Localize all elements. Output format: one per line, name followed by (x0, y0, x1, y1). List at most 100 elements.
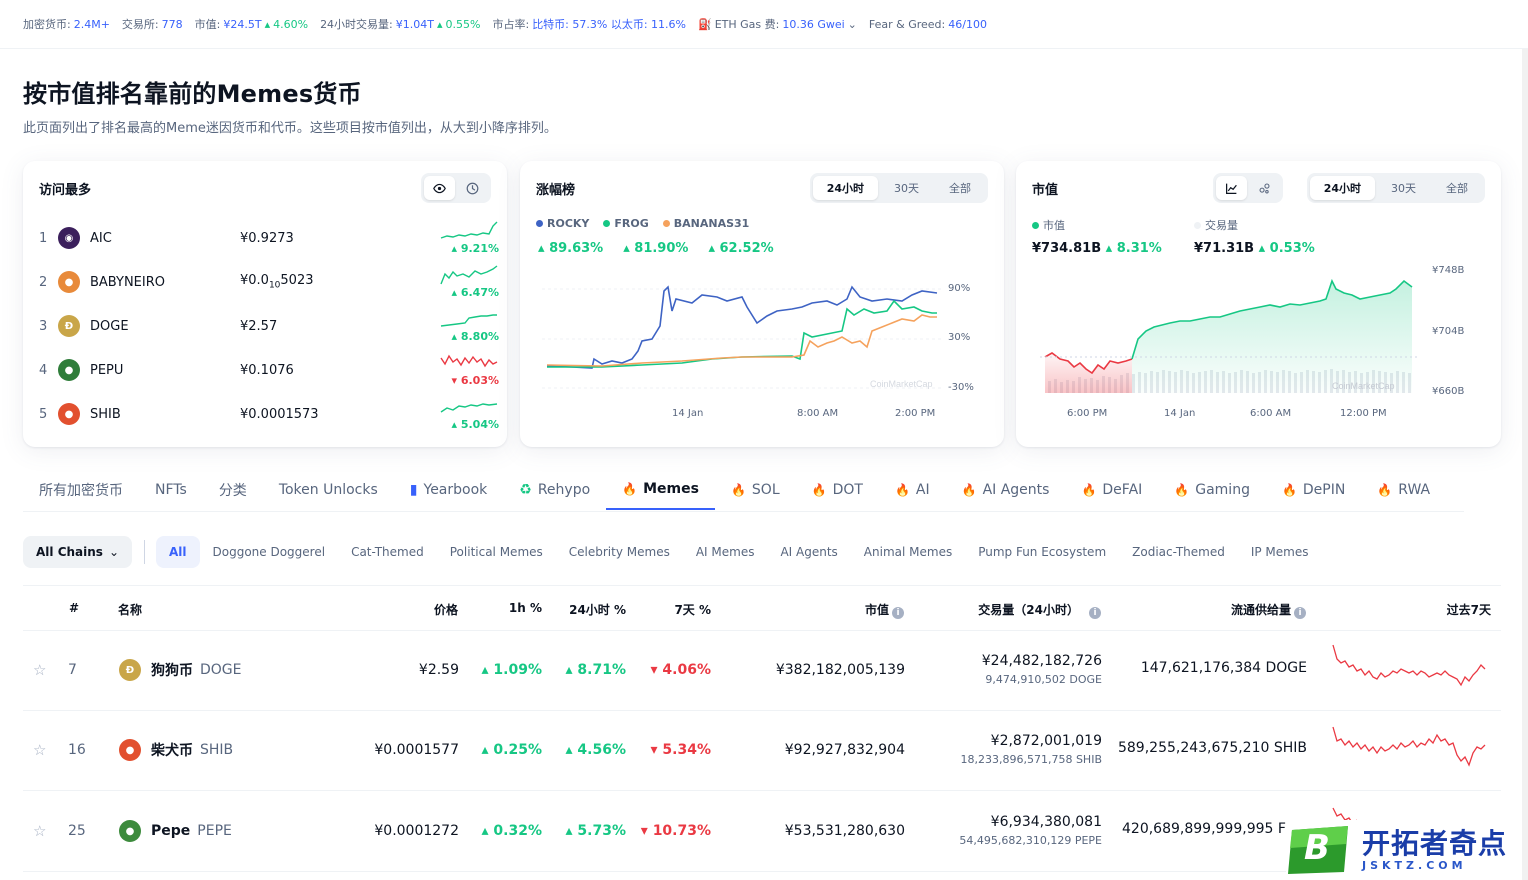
coin-name-cell[interactable]: Ð 狗狗币 DOGE (119, 659, 242, 681)
tab-label: Memes (643, 481, 699, 497)
col-price[interactable]: 价格 (433, 603, 458, 617)
info-icon[interactable]: i (892, 607, 904, 619)
change-1h: ▴ 0.25% (481, 742, 542, 758)
tab-all-crypto[interactable]: 所有加密货币 (23, 470, 139, 510)
change-value: 1.09% (493, 662, 542, 678)
chip-ai-memes[interactable]: AI Memes (695, 545, 755, 559)
stat-label: 24小时交易量: (320, 18, 393, 31)
gainers-line-chart: CoinMarketCap (542, 285, 942, 389)
gainers-card: 涨幅榜 24小时 30天 全部 ROCKY FROG BANANAS31 ▴ 8… (520, 161, 1004, 447)
stat-cryptos[interactable]: 加密货币: 2.4M+ (23, 16, 110, 32)
card-title: 访问最多 (39, 183, 92, 198)
col-supply[interactable]: 流通供给量 i (1231, 601, 1306, 619)
col-1h[interactable]: 1h % (508, 601, 542, 615)
card-title: 市值 (1032, 183, 1059, 198)
tab-yearbook[interactable]: ▮ Yearbook (394, 470, 503, 510)
stat-gas[interactable]: ⛽ ETH Gas 费: 10.36 Gwei ⌄ (698, 16, 857, 32)
col-rank[interactable]: # (69, 601, 80, 615)
tab-all[interactable]: 全部 (949, 182, 971, 195)
chevron-down-icon: ⌄ (108, 545, 119, 559)
doge-coin-icon: Ð (119, 659, 141, 681)
stat-value: ¥1.04T (395, 17, 434, 31)
chip-ip-memes[interactable]: IP Memes (1250, 545, 1309, 559)
tab-nfts[interactable]: NFTs (139, 470, 203, 510)
market-cap: ¥53,531,280,630 (784, 823, 905, 839)
y-tick: 90% (948, 283, 971, 294)
tab-token-unlocks[interactable]: Token Unlocks (263, 470, 394, 510)
star-icon[interactable]: ☆ (33, 661, 47, 679)
list-item[interactable]: 4 ● PEPU ¥0.1076 ▾ 6.03% (39, 348, 499, 392)
coin-name-cell[interactable]: ● 柴犬币 SHIB (119, 739, 233, 761)
change-value: 8.31% (1116, 241, 1162, 256)
change-value: 10.73% (652, 823, 711, 839)
col-market-cap[interactable]: 市值 i (865, 601, 904, 619)
eye-icon[interactable] (424, 176, 455, 200)
stat-dominance[interactable]: 市占率: 比特币: 57.3% 以太币: 11.6% (492, 16, 686, 32)
change-badge: ▾ 6.03% (451, 374, 499, 387)
list-item[interactable]: 2 ● BABYNEIRO ¥0.0105023 ▴ 6.47% (39, 260, 499, 304)
line-chart-icon[interactable] (1216, 176, 1247, 200)
list-item[interactable]: 3 Ð DOGE ¥2.57 ▴ 8.80% (39, 304, 499, 348)
flame-icon: 🔥 (622, 482, 638, 496)
tab-depin[interactable]: 🔥 DePIN (1266, 470, 1361, 510)
tab-label: AI (915, 482, 930, 498)
clock-icon[interactable] (457, 176, 488, 200)
chip-zodiac-themed[interactable]: Zodiac-Themed (1132, 545, 1225, 559)
coin-name-cell[interactable]: ● Pepe PEPE (119, 820, 232, 842)
tab-rwa[interactable]: 🔥 RWA (1361, 470, 1446, 510)
x-tick: 6:00 AM (1250, 408, 1292, 419)
change-value: 89.63% (549, 241, 604, 256)
most-visited-card: 访问最多 1 ◉ AIC ¥0.9273 ▴ 9.21% 2 ● BABYNEI… (23, 161, 507, 447)
coin-name: 狗狗币 (151, 663, 193, 679)
scrollbar[interactable] (1522, 49, 1528, 880)
tab-defai[interactable]: 🔥 DeFAI (1065, 470, 1158, 510)
chip-animal-memes[interactable]: Animal Memes (863, 545, 953, 559)
stat-exchanges[interactable]: 交易所: 778 (122, 16, 183, 32)
tab-all[interactable]: 全部 (1446, 182, 1468, 195)
tab-rehypo[interactable]: ♻ Rehypo (503, 470, 606, 510)
chip-doggone-doggerel[interactable]: Doggone Doggerel (212, 545, 326, 559)
chip-cat-themed[interactable]: Cat-Themed (351, 545, 424, 559)
series-name: 市值 (1043, 219, 1065, 232)
scatter-icon[interactable] (1249, 176, 1280, 200)
stat-fear-greed[interactable]: Fear & Greed: 46/100 (869, 18, 987, 31)
stat-value: 778 (161, 17, 183, 31)
chip-pump-fun[interactable]: Pump Fun Ecosystem (978, 545, 1107, 559)
change-value: 4.06% (662, 662, 711, 678)
tab-sol[interactable]: 🔥 SOL (715, 470, 796, 510)
tab-24h[interactable]: 24小时 (1309, 176, 1375, 200)
col-7d[interactable]: 7天 % (674, 603, 711, 617)
list-item[interactable]: 5 ● SHIB ¥0.0001573 ▴ 5.04% (39, 392, 499, 436)
tab-ai-agents[interactable]: 🔥 AI Agents (946, 470, 1066, 510)
tab-categories[interactable]: 分类 (203, 470, 263, 510)
tab-ai[interactable]: 🔥 AI (879, 470, 946, 510)
stat-mcap[interactable]: 市值: ¥24.5T ▴ 4.60% (195, 16, 308, 32)
chip-political-memes[interactable]: Political Memes (449, 545, 543, 559)
list-item[interactable]: 1 ◉ AIC ¥0.9273 ▴ 9.21% (39, 216, 499, 260)
chip-ai-agents[interactable]: AI Agents (780, 545, 838, 559)
col-name[interactable]: 名称 (118, 603, 143, 617)
rank: 5 (39, 406, 48, 422)
star-icon[interactable]: ☆ (33, 822, 47, 840)
chip-celebrity-memes[interactable]: Celebrity Memes (568, 545, 670, 559)
col-volume[interactable]: 交易量（24小时） i (978, 601, 1101, 619)
stat-volume[interactable]: 24小时交易量: ¥1.04T ▴ 0.55% (320, 16, 480, 32)
price: ¥0.0001272 (374, 823, 459, 839)
chains-dropdown[interactable]: All Chains ⌄ (23, 536, 132, 568)
flame-icon: 🔥 (961, 483, 977, 497)
tab-30d[interactable]: 30天 (1391, 182, 1416, 195)
table-row[interactable]: ☆ 16 ● 柴犬币 SHIB ¥0.0001577 ▴ 0.25% ▴ 4.56%… (23, 711, 1501, 791)
tab-gaming[interactable]: 🔥 Gaming (1158, 470, 1266, 510)
stat-label: 市值: (194, 18, 221, 31)
tab-30d[interactable]: 30天 (894, 182, 919, 195)
table-row[interactable]: ☆ 25 ● Pepe PEPE ¥0.0001272 ▴ 0.32% ▴ 5.73… (23, 792, 1501, 872)
tab-memes[interactable]: 🔥 Memes (606, 470, 715, 510)
info-icon[interactable]: i (1294, 607, 1306, 619)
col-24h[interactable]: 24小时 % (569, 603, 626, 617)
tab-24h[interactable]: 24小时 (812, 176, 878, 200)
table-row[interactable]: ☆ 7 Ð 狗狗币 DOGE ¥2.59 ▴ 1.09% ▴ 8.71% ▾ 4.0… (23, 631, 1501, 711)
tab-dot[interactable]: 🔥 DOT (796, 470, 879, 510)
star-icon[interactable]: ☆ (33, 741, 47, 759)
info-icon[interactable]: i (1089, 607, 1101, 619)
chip-all[interactable]: All (156, 536, 200, 568)
